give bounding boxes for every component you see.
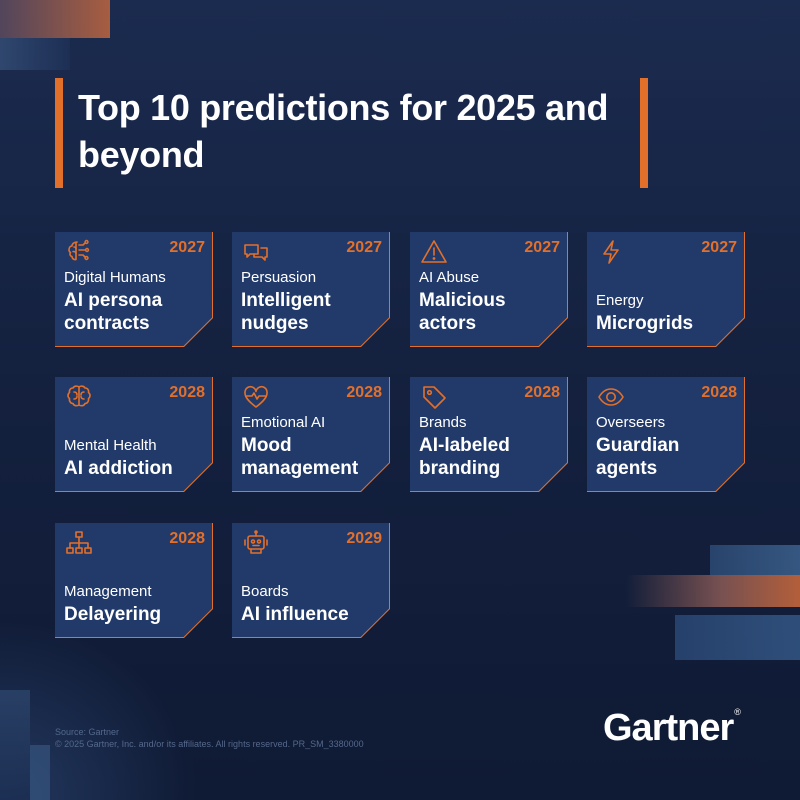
eye-icon bbox=[598, 388, 624, 406]
prediction-year: 2029 bbox=[346, 530, 382, 547]
decorative-block bbox=[0, 0, 110, 38]
prediction-year: 2027 bbox=[346, 239, 382, 256]
prediction-year: 2027 bbox=[524, 239, 560, 256]
prediction-headline: Microgrids bbox=[596, 313, 694, 334]
prediction-card: 2027 Persuasion Intelligent nudges bbox=[232, 232, 390, 347]
ai-brain-icon bbox=[68, 239, 90, 261]
prediction-year: 2028 bbox=[169, 530, 205, 547]
decorative-block bbox=[710, 545, 800, 575]
prediction-card: 2027 AI Abuse Malicious actors bbox=[410, 232, 568, 347]
prediction-card: 2028 Emotional AI Mood management bbox=[232, 377, 390, 492]
page-title: Top 10 predictions for 2025 and beyond bbox=[78, 87, 609, 175]
prediction-card: 2028 Mental Health AI addiction bbox=[55, 377, 213, 492]
decorative-block bbox=[30, 745, 50, 800]
lightning-icon bbox=[603, 240, 619, 264]
prediction-category: Mental Health bbox=[64, 437, 157, 454]
prediction-year: 2027 bbox=[701, 239, 737, 256]
prediction-headline: AI-labeled branding bbox=[419, 435, 510, 479]
prediction-headline: Intelligent nudges bbox=[241, 290, 331, 334]
logo-registered-mark: ® bbox=[734, 707, 741, 717]
prediction-category: Energy bbox=[596, 292, 644, 309]
prediction-category: Persuasion bbox=[241, 269, 317, 286]
chat-bubbles-icon bbox=[244, 244, 268, 261]
prediction-year: 2028 bbox=[701, 384, 737, 401]
gartner-logo: Gartner® bbox=[603, 707, 741, 750]
prediction-card: 2027 Energy Microgrids bbox=[587, 232, 745, 347]
prediction-headline: Malicious actors bbox=[419, 290, 506, 334]
title-accent-bar-left bbox=[55, 78, 63, 188]
prediction-card: 2029 Boards AI influence bbox=[232, 523, 390, 638]
decorative-block bbox=[0, 690, 30, 800]
prediction-card: 2028 Brands AI-labeled branding bbox=[410, 377, 568, 492]
heart-pulse-icon bbox=[244, 385, 268, 408]
prediction-year: 2028 bbox=[524, 384, 560, 401]
org-chart-icon bbox=[66, 531, 92, 554]
prediction-headline: Mood management bbox=[241, 435, 359, 479]
tag-icon bbox=[423, 386, 446, 409]
logo-text: Gartner bbox=[603, 707, 734, 749]
prediction-category: Boards bbox=[241, 583, 289, 600]
decorative-block bbox=[625, 575, 800, 607]
prediction-category: AI Abuse bbox=[419, 269, 480, 286]
prediction-headline: AI addiction bbox=[64, 458, 173, 479]
prediction-category: Management bbox=[64, 583, 152, 600]
prediction-headline: Guardian agents bbox=[596, 435, 680, 479]
decorative-block bbox=[675, 615, 800, 660]
prediction-category: Digital Humans bbox=[64, 269, 166, 286]
title-accent-bar-right bbox=[640, 78, 648, 188]
decorative-block bbox=[0, 38, 70, 70]
prediction-card: 2028 Overseers Guardian agents bbox=[587, 377, 745, 492]
prediction-headline: AI influence bbox=[241, 604, 349, 625]
prediction-year: 2028 bbox=[346, 384, 382, 401]
footer-copyright: © 2025 Gartner, Inc. and/or its affiliat… bbox=[55, 739, 364, 749]
prediction-card: 2028 Management Delayering bbox=[55, 523, 213, 638]
footer-source: Source: Gartner bbox=[55, 727, 120, 737]
prediction-category: Overseers bbox=[596, 414, 666, 431]
prediction-year: 2027 bbox=[169, 239, 205, 256]
prediction-headline: Delayering bbox=[64, 604, 162, 625]
prediction-year: 2028 bbox=[169, 384, 205, 401]
warning-icon bbox=[421, 240, 447, 263]
prediction-category: Brands bbox=[419, 414, 467, 431]
robot-icon bbox=[244, 530, 268, 554]
brain-icon bbox=[67, 385, 91, 407]
prediction-headline: AI persona contracts bbox=[64, 290, 163, 334]
prediction-category: Emotional AI bbox=[241, 414, 326, 431]
prediction-card: 2027 Digital Humans AI persona contracts bbox=[55, 232, 213, 347]
